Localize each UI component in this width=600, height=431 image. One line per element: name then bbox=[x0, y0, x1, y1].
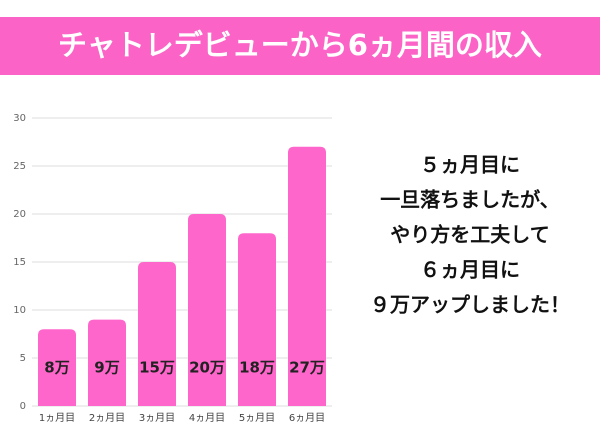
title-banner bbox=[0, 17, 600, 75]
y-tick-label: 20 bbox=[13, 209, 26, 220]
annotation: ５ヵ月目に bbox=[420, 153, 520, 177]
bar bbox=[288, 146, 326, 407]
y-tick-label: 30 bbox=[13, 113, 26, 124]
chart-title: チャトレデビューから6ヵ月間の収入 bbox=[58, 28, 542, 62]
x-tick-label: 2ヵ月目 bbox=[89, 412, 125, 424]
x-tick-label: 6ヵ月目 bbox=[289, 412, 325, 424]
bar bbox=[138, 262, 176, 406]
y-tick-label: 25 bbox=[13, 161, 26, 172]
y-tick-label: 15 bbox=[13, 257, 26, 268]
annotation: 一旦落ちましたが、 bbox=[380, 188, 560, 212]
value-label: 9万 bbox=[94, 359, 119, 377]
y-tick-label: 10 bbox=[13, 305, 26, 316]
bar bbox=[88, 319, 126, 406]
y-tick-label: 0 bbox=[20, 401, 26, 412]
x-tick-label: 5ヵ月目 bbox=[239, 412, 275, 424]
value-label: 15万 bbox=[139, 359, 175, 377]
annotation: ９万アップしました！ bbox=[370, 293, 570, 317]
bar bbox=[38, 329, 76, 406]
x-tick-label: 1ヵ月目 bbox=[39, 412, 75, 424]
value-label: 20万 bbox=[189, 359, 225, 377]
x-tick-label: 4ヵ月目 bbox=[189, 412, 225, 424]
bar bbox=[238, 233, 276, 406]
x-tick-label: 3ヵ月目 bbox=[139, 412, 175, 424]
value-label: 18万 bbox=[239, 359, 275, 377]
bar bbox=[188, 214, 226, 406]
y-tick-label: 5 bbox=[20, 353, 26, 364]
value-label: 8万 bbox=[44, 359, 69, 377]
value-label: 27万 bbox=[289, 359, 325, 377]
annotation: ６ヵ月目に bbox=[420, 258, 520, 282]
annotation: やり方を工夫して bbox=[390, 223, 549, 247]
